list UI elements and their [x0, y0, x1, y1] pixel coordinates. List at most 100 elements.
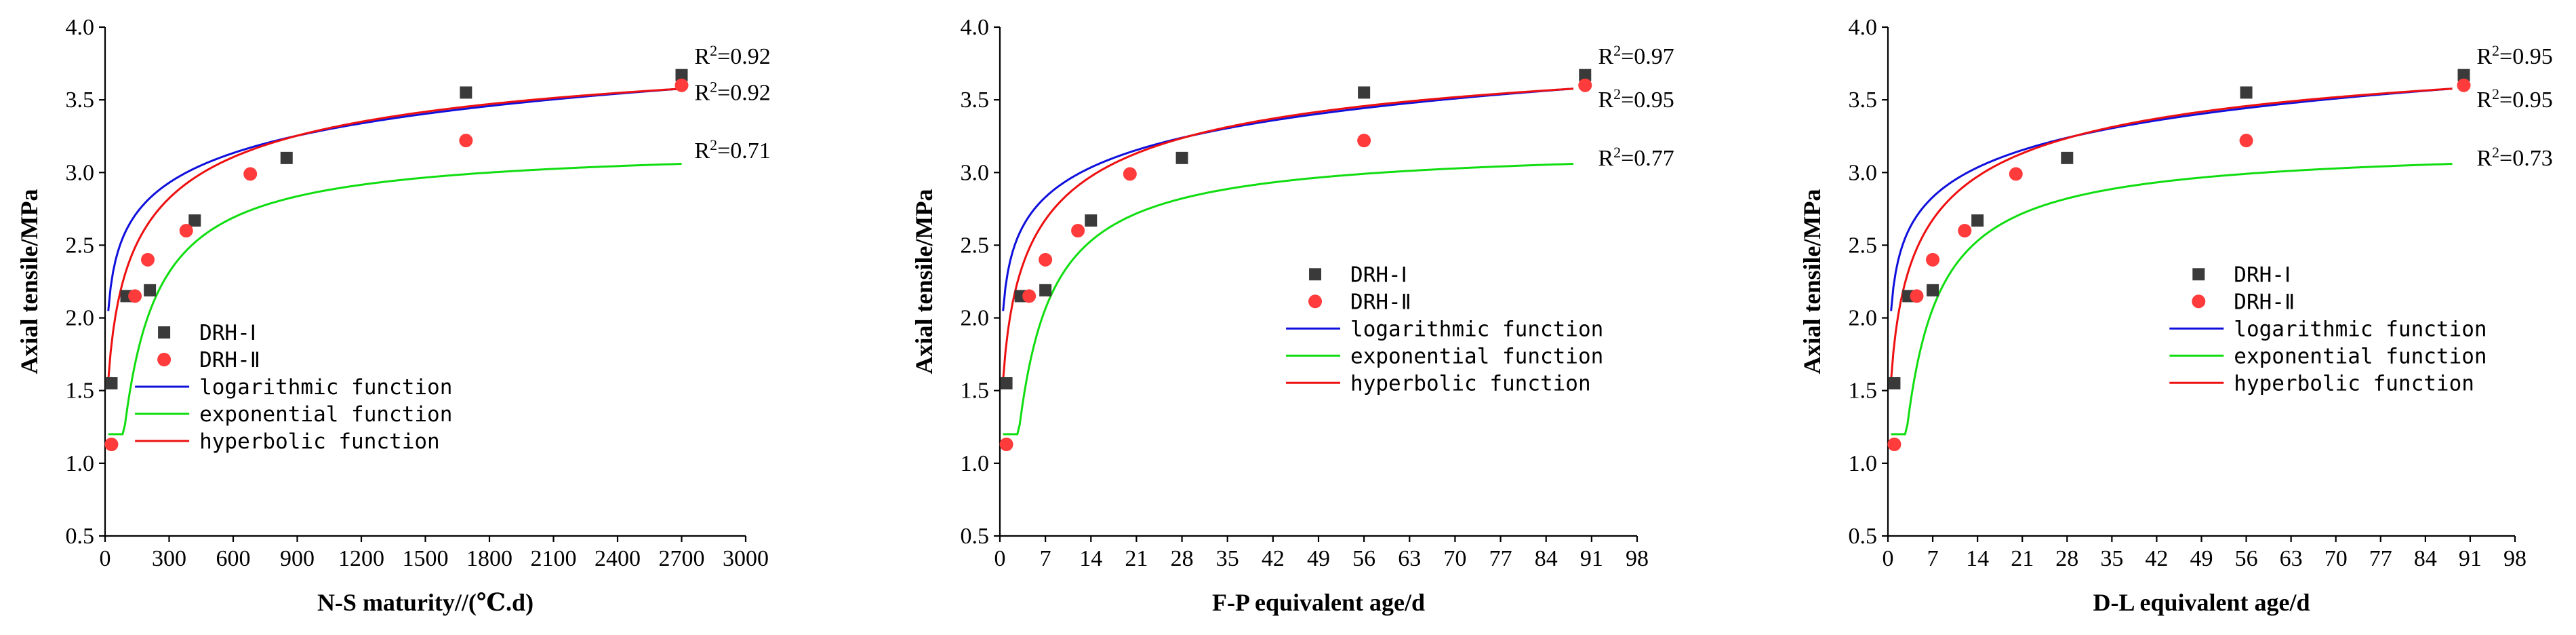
- legend-label: DRH-Ⅱ: [2234, 290, 2295, 314]
- drh-ii-point: [999, 438, 1013, 451]
- drh-i-point: [2240, 86, 2253, 99]
- legend-square-marker: [2192, 268, 2205, 281]
- x-tick-label: 49: [2190, 546, 2213, 571]
- y-tick-label: 2.5: [961, 233, 990, 258]
- x-tick-label: 0: [994, 546, 1006, 571]
- x-tick-label: 1200: [338, 546, 384, 571]
- drh-i-point: [1085, 214, 1098, 227]
- legend-label: exponential function: [2234, 344, 2487, 368]
- legend-label: hyperbolic function: [1350, 371, 1591, 396]
- drh-ii-point: [1926, 252, 1940, 267]
- r2-label: R2=0.95: [2476, 42, 2552, 69]
- legend-label: hyperbolic function: [2234, 371, 2474, 396]
- x-tick-label: 0: [100, 546, 111, 571]
- y-tick-label: 0.5: [66, 524, 95, 549]
- y-tick-label: 2.5: [1849, 233, 1878, 258]
- x-axis-label: F-P equivalent age/d: [1212, 589, 1425, 616]
- y-tick-label: 1.0: [66, 451, 95, 476]
- x-tick-label: 35: [2100, 546, 2123, 571]
- log-fit-curve: [107, 88, 682, 311]
- drh-i-point: [144, 284, 157, 296]
- legend-label: logarithmic function: [1350, 317, 1603, 341]
- r2-label: R2=0.73: [2476, 144, 2552, 171]
- x-tick-label: 91: [1580, 546, 1603, 571]
- y-tick-label: 3.0: [1849, 160, 1878, 185]
- x-tick-label: 900: [280, 546, 315, 571]
- y-tick-label: 4.0: [961, 15, 990, 40]
- drh-ii-point: [179, 224, 193, 237]
- x-tick-label: 28: [1171, 546, 1194, 571]
- x-tick-label: 2700: [659, 546, 705, 571]
- x-tick-label: 63: [1398, 546, 1421, 571]
- drh-ii-point: [104, 438, 119, 451]
- r2-label: R2=0.97: [1598, 42, 1674, 69]
- x-tick-label: 0: [1883, 546, 1894, 571]
- legend-label: DRH-Ⅰ: [199, 321, 256, 345]
- x-tick-label: 70: [1443, 546, 1466, 571]
- y-axis-label: Axial tensile/MPa: [1798, 189, 1826, 374]
- x-tick-label: 98: [1626, 546, 1649, 571]
- log-fit-curve: [1890, 88, 2453, 311]
- y-tick-label: 1.0: [961, 451, 990, 476]
- drh-i-point: [1000, 377, 1013, 389]
- y-tick-label: 1.5: [1849, 379, 1878, 404]
- r2-label: R2=0.92: [694, 78, 770, 105]
- y-tick-label: 2.5: [66, 233, 95, 258]
- r2-label: R2=0.77: [1598, 144, 1674, 171]
- chart-panel-1: 0.5 1.0 1.5 2.0 2.5 3.0 3.5 4.0 0 300 600 900 1200 15…: [16, 15, 771, 616]
- y-tick-label: 3.5: [66, 88, 95, 113]
- exp-fit-curve: [1003, 163, 1574, 436]
- r2-label: R2=0.71: [694, 136, 770, 163]
- r2-label: R2=0.95: [1598, 85, 1674, 113]
- exp-fit-curve: [108, 163, 682, 436]
- drh-i-point: [1971, 214, 1984, 227]
- legend-label: DRH-Ⅰ: [2234, 263, 2291, 287]
- drh-i-point: [1927, 284, 1939, 296]
- x-tick-label: 70: [2325, 546, 2348, 571]
- x-tick-label: 28: [2055, 546, 2078, 571]
- x-axis-label: N-S maturity//(℃.d): [317, 589, 534, 616]
- x-tick-label: 1800: [466, 546, 512, 571]
- drh-i-point: [1039, 284, 1052, 296]
- drh-ii-point: [459, 134, 473, 148]
- y-axis-label: Axial tensile/MPa: [910, 189, 938, 374]
- x-tick-label: 77: [1489, 546, 1512, 571]
- y-tick-label: 4.0: [1849, 15, 1878, 40]
- drh-ii-point: [243, 167, 258, 181]
- x-tick-label: 84: [1535, 546, 1558, 571]
- drh-ii-point: [1578, 78, 1592, 92]
- drh-ii-point: [1123, 167, 1137, 181]
- x-tick-label: 300: [152, 546, 186, 571]
- drh-ii-point: [2457, 78, 2471, 92]
- y-tick-label: 1.5: [66, 379, 95, 404]
- legend: DRH-Ⅰ DRH-Ⅱ logarithmic function exponentia…: [2169, 263, 2487, 396]
- x-axis-label: D-L equivalent age/d: [2093, 589, 2310, 616]
- legend-square-marker: [158, 326, 171, 339]
- drh-i-point: [460, 86, 472, 99]
- r2-label: R2=0.95: [2476, 85, 2552, 113]
- x-tick-label: 56: [2235, 546, 2258, 571]
- x-tick-label: 600: [216, 546, 251, 571]
- y-tick-label: 2.0: [1849, 306, 1878, 331]
- drh-i-point: [1888, 377, 1901, 389]
- legend-label: logarithmic function: [2234, 317, 2487, 341]
- y-axis-label: Axial tensile/MPa: [16, 189, 43, 374]
- chart-panel-2: 0.5 1.0 1.5 2.0 2.5 3.0 3.5 4.0 0 7 14 21 28 35 42 49 56…: [910, 15, 1674, 616]
- drh-i-point: [2457, 69, 2470, 81]
- legend-label: DRH-Ⅰ: [1350, 263, 1407, 287]
- legend-square-marker: [1309, 268, 1322, 281]
- x-tick-label: 7: [1040, 546, 1051, 571]
- legend-label: DRH-Ⅱ: [199, 348, 260, 372]
- x-tick-label: 14: [1966, 546, 1989, 571]
- drh-i-point: [2061, 151, 2074, 164]
- y-tick-label: 0.5: [961, 524, 990, 549]
- drh-i-point: [1579, 69, 1592, 81]
- hyp-fit-curve: [1890, 88, 2453, 381]
- x-tick-label: 2400: [595, 546, 641, 571]
- chart-panel-3: 0.5 1.0 1.5 2.0 2.5 3.0 3.5 4.0 0 7 14 21 28 35 42 49 56…: [1798, 15, 2553, 616]
- drh-ii-point: [1071, 224, 1085, 237]
- x-tick-label: 35: [1216, 546, 1239, 571]
